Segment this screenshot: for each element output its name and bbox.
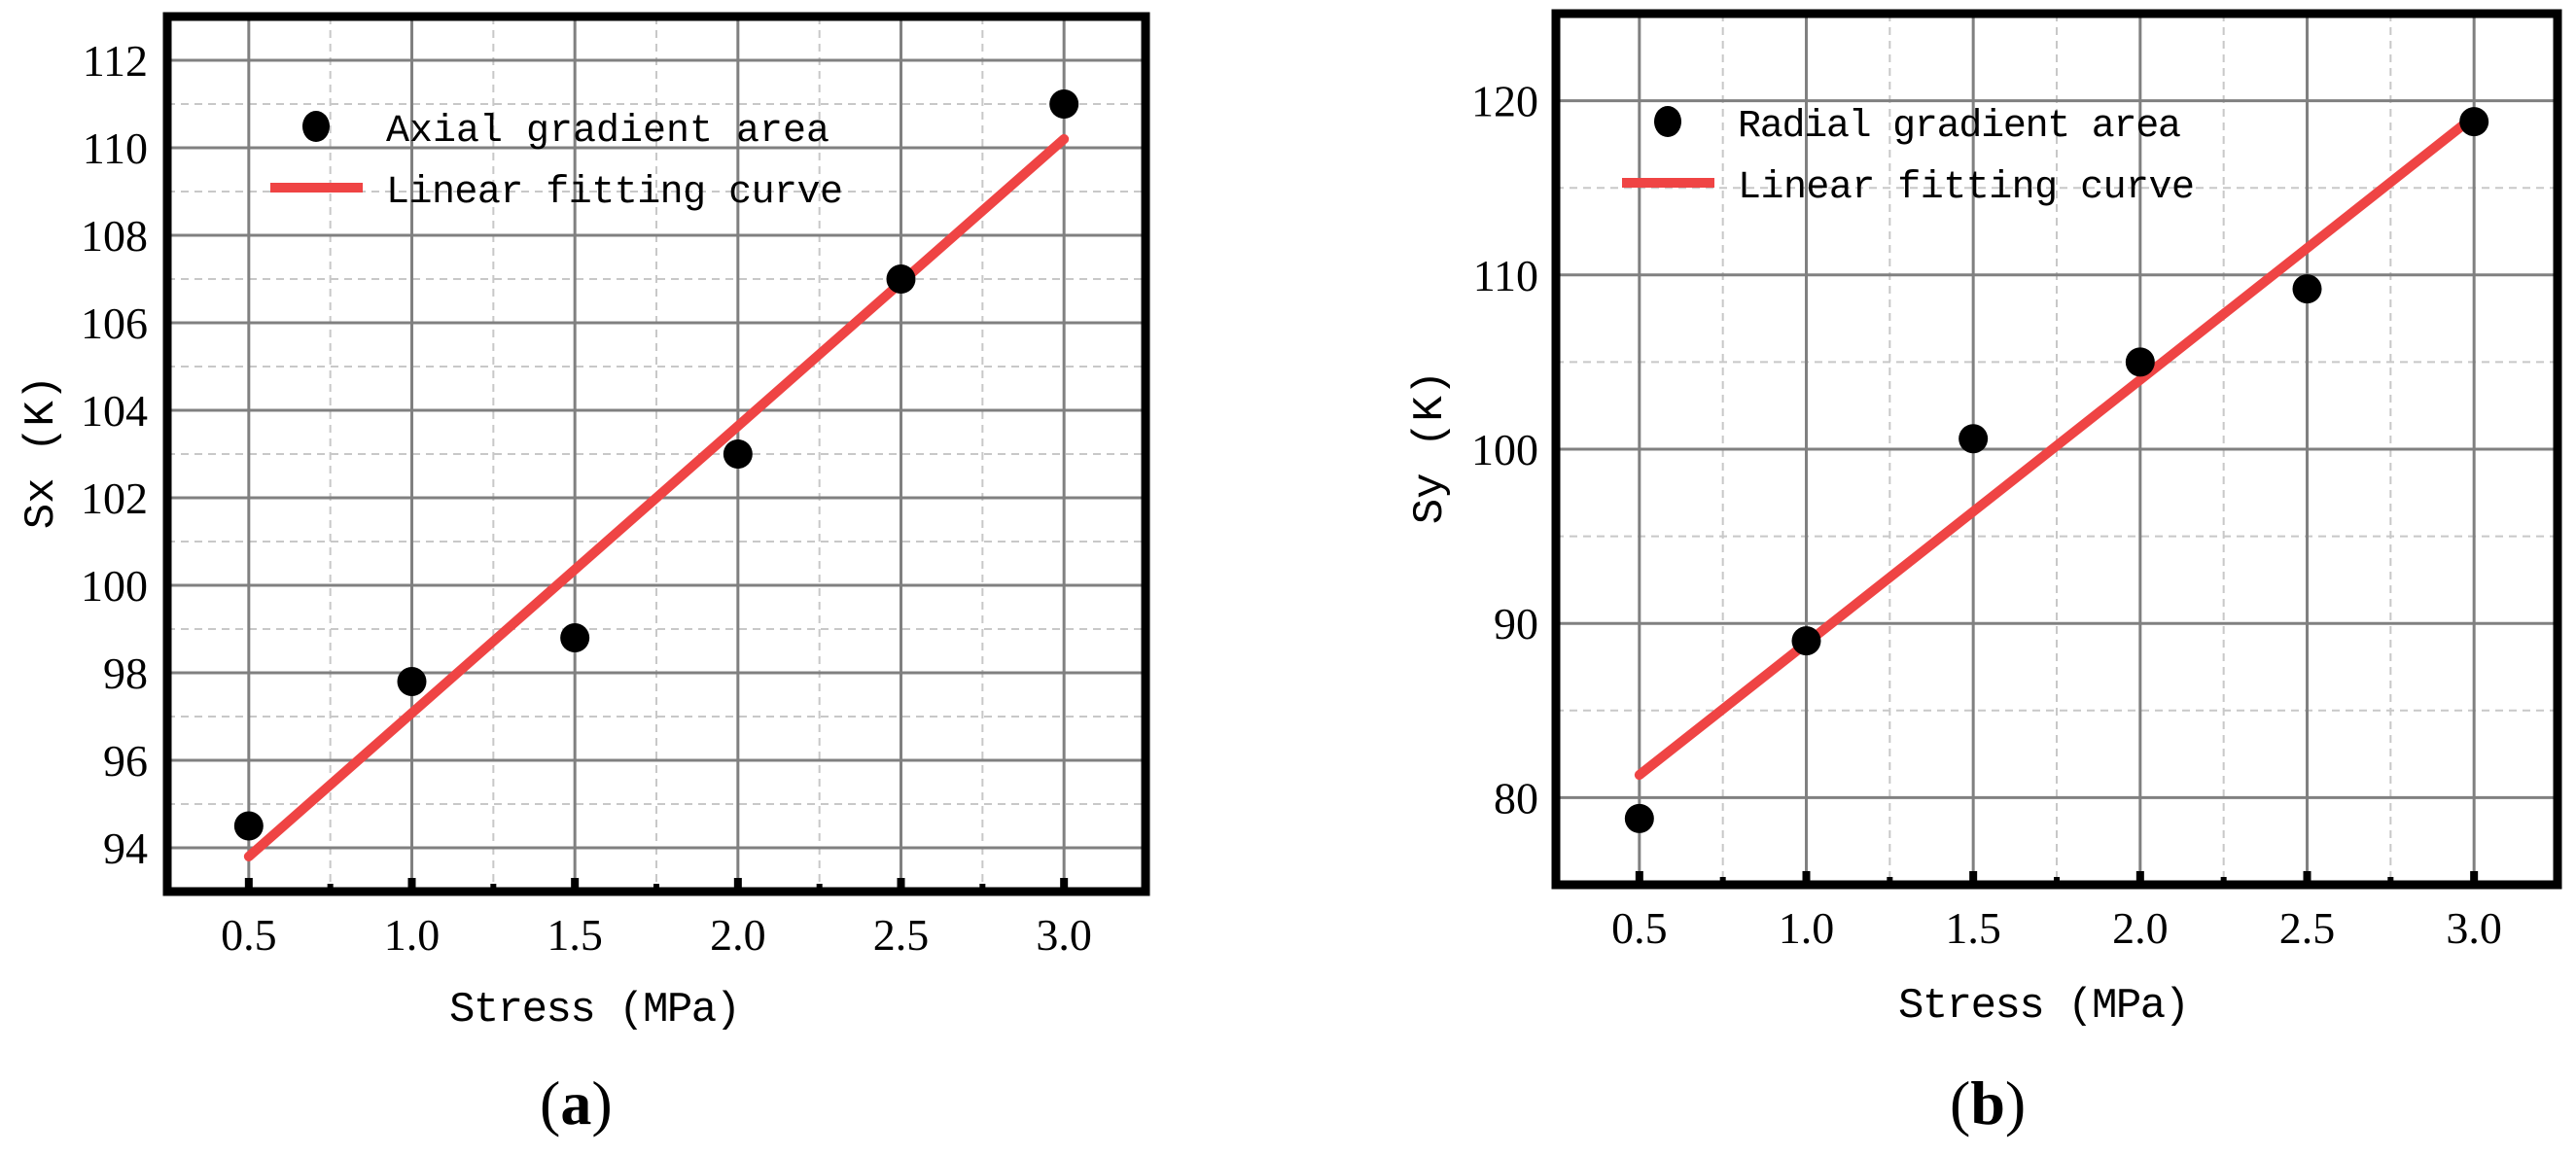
- y-tick-label: 106: [81, 298, 148, 348]
- legend-label-points: Axial gradient area: [386, 110, 829, 154]
- major-tick-x: [1635, 871, 1643, 885]
- legend-marker-line-icon: [1622, 178, 1714, 188]
- data-point: [560, 623, 590, 652]
- major-tick-x: [1969, 871, 1978, 885]
- x-axis-title: Stress (MPa): [1898, 982, 2190, 1031]
- x-tick-label: 0.5: [221, 910, 277, 960]
- legend: Radial gradient area Linear fitting curve: [1622, 105, 2195, 210]
- data-point: [1791, 626, 1821, 656]
- x-tick-label: 1.5: [547, 910, 603, 960]
- y-tick-label: 112: [83, 36, 148, 86]
- data-point: [2292, 274, 2322, 304]
- data-point: [2459, 107, 2489, 137]
- legend: Axial gradient area Linear fitting curve: [270, 110, 843, 215]
- major-tick-x: [2470, 871, 2479, 885]
- x-tick-label: 2.5: [873, 910, 930, 960]
- x-tick-label: 2.0: [710, 910, 766, 960]
- y-tick-label: 102: [81, 473, 148, 523]
- y-tick-label: 104: [81, 386, 148, 436]
- x-axis-title: Stress (MPa): [449, 986, 741, 1034]
- legend-marker-line-icon: [270, 183, 363, 193]
- chart-a-plot: 0.5 1.0 1.5 2.0 2.5 3.0 94 96 98 100 102 104 106 108 1…: [18, 12, 1150, 1034]
- major-tick-x: [244, 878, 253, 892]
- major-tick-x: [2303, 871, 2311, 885]
- y-tick-label: 100: [1471, 425, 1538, 474]
- x-tick-label: 1.5: [1945, 903, 2001, 953]
- panel-label-a: (a): [540, 1068, 613, 1138]
- linear-fit-line: [1634, 111, 2480, 781]
- plot-frame: [1551, 9, 2562, 890]
- data-point: [233, 811, 264, 841]
- data-point: [1624, 803, 1654, 833]
- major-tick-x: [733, 878, 742, 892]
- y-axis-title: Sy (K): [1406, 370, 1455, 524]
- data-point: [1049, 89, 1079, 119]
- major-tick-x: [897, 878, 905, 892]
- major-tick-x: [1802, 871, 1811, 885]
- x-tick-label: 3.0: [2446, 903, 2502, 953]
- data-point: [397, 667, 427, 696]
- chart-b-plot: 0.5 1.0 1.5 2.0 2.5 3.0 80 90 100 110 120 Radial gr…: [1406, 9, 2562, 1031]
- y-tick-label: 90: [1494, 599, 1538, 648]
- data-point: [723, 439, 753, 469]
- plot-frame: [162, 12, 1150, 896]
- major-tick-x: [407, 878, 416, 892]
- x-tick-label: 1.0: [384, 910, 441, 960]
- legend-label-fit: Linear fitting curve: [1738, 166, 2195, 210]
- y-tick-label: 98: [103, 648, 148, 698]
- data-point: [886, 264, 916, 294]
- grid: [1556, 14, 2558, 885]
- y-tick-label: 94: [103, 823, 148, 873]
- y-tick-label: 96: [103, 736, 148, 786]
- legend-label-points: Radial gradient area: [1738, 105, 2181, 149]
- x-tick-label: 2.5: [2279, 903, 2336, 953]
- major-tick-x: [1060, 878, 1069, 892]
- panel-label-b: (b): [1950, 1068, 2027, 1138]
- y-axis-title: Sx (K): [18, 375, 66, 529]
- y-tick-label: 80: [1494, 773, 1538, 823]
- data-point: [2125, 347, 2155, 377]
- data-point: [1958, 424, 1989, 454]
- y-tick-label: 100: [81, 561, 148, 611]
- legend-marker-circle-icon: [302, 111, 330, 142]
- linear-fit-line: [243, 134, 1070, 861]
- legend-marker-circle-icon: [1654, 106, 1681, 137]
- y-tick-label: 120: [1471, 77, 1538, 126]
- x-tick-label: 1.0: [1779, 903, 1835, 953]
- x-tick-label: 2.0: [2112, 903, 2169, 953]
- y-tick-label: 110: [83, 123, 148, 173]
- chart-panel-a: 0.5 1.0 1.5 2.0 2.5 3.0 94 96 98 100 102 104 106 108 1…: [18, 12, 1150, 1138]
- y-tick-label: 110: [1473, 251, 1538, 300]
- data-points: [233, 89, 1079, 841]
- y-tick-label: 108: [81, 211, 148, 261]
- x-tick-label: 3.0: [1036, 910, 1092, 960]
- major-tick-x: [2135, 871, 2144, 885]
- legend-label-fit: Linear fitting curve: [386, 171, 843, 215]
- x-tick-label: 0.5: [1611, 903, 1668, 953]
- data-points: [1624, 107, 2489, 833]
- major-tick-x: [571, 878, 580, 892]
- chart-panel-b: 0.5 1.0 1.5 2.0 2.5 3.0 80 90 100 110 120 Radial gr…: [1288, 0, 2576, 1156]
